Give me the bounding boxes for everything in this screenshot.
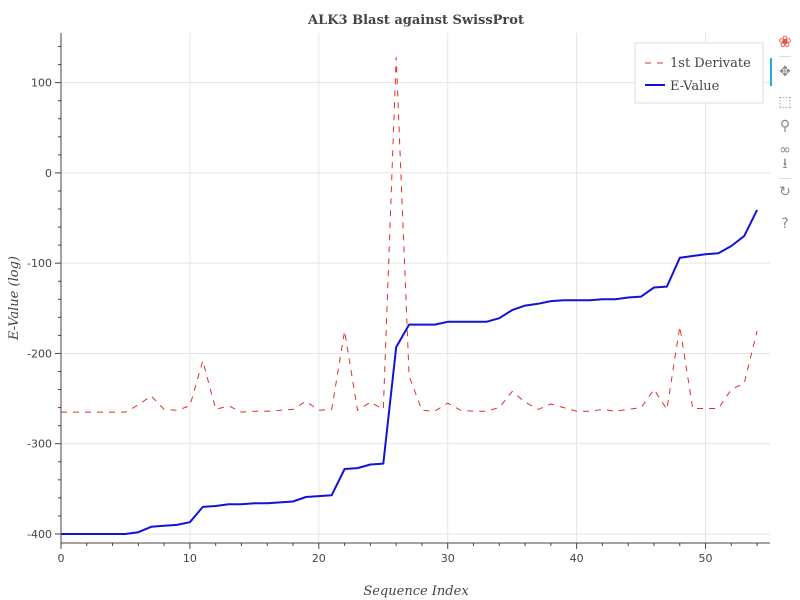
x-tick-label: 0 [58,552,65,565]
legend[interactable]: 1st Derivate E-Value [634,42,764,104]
x-tick-label: 40 [570,552,584,565]
axes: 0 10 20 30 40 50 -400 -300 -200 -100 0 100 [27,33,770,565]
lasso-select-icon[interactable]: ∞ [779,142,791,158]
y-tick-label: -400 [27,528,52,541]
help-icon[interactable]: ? [781,216,789,232]
toolbar-divider [779,56,791,57]
y-axis-title: E-Value (log) [7,256,22,341]
legend-box [634,42,764,104]
box-zoom-icon[interactable]: ⬚ [778,94,792,110]
y-tick-label: -200 [27,347,52,360]
x-tick-label: 30 [441,552,455,565]
legend-label-evalue: E-Value [670,79,720,94]
toolbar: ❀ ✥ ⬚ ⚲ ∞ ⭳ ↻? [770,30,799,240]
x-axis-title: Sequence Index [363,584,469,599]
y-tick-label: -100 [27,257,52,270]
x-tick-label: 10 [183,552,197,565]
chart-title: ALK3 Blast against SwissProt [307,13,524,28]
pan-icon[interactable]: ✥ [779,64,791,80]
bokeh-logo-icon[interactable]: ❀ [778,32,792,51]
y-tick-label: 100 [31,77,52,90]
grid [60,33,770,543]
legend-label-derivate: 1st Derivate [670,56,751,71]
toolbar-divider [779,178,791,179]
reset-icon[interactable]: ↻ [779,184,791,200]
active-tool-indicator [770,58,772,86]
y-tick-label: -300 [27,438,52,451]
wheel-zoom-icon[interactable]: ⚲ [779,118,791,134]
save-icon[interactable]: ⭳ [782,156,788,172]
series-line-derivate [61,56,758,413]
x-tick-label: 50 [699,552,713,565]
x-tick-label: 20 [312,552,326,565]
y-tick-label: 0 [45,167,52,180]
series-line-evalue [61,209,758,535]
series-layer [61,56,758,535]
